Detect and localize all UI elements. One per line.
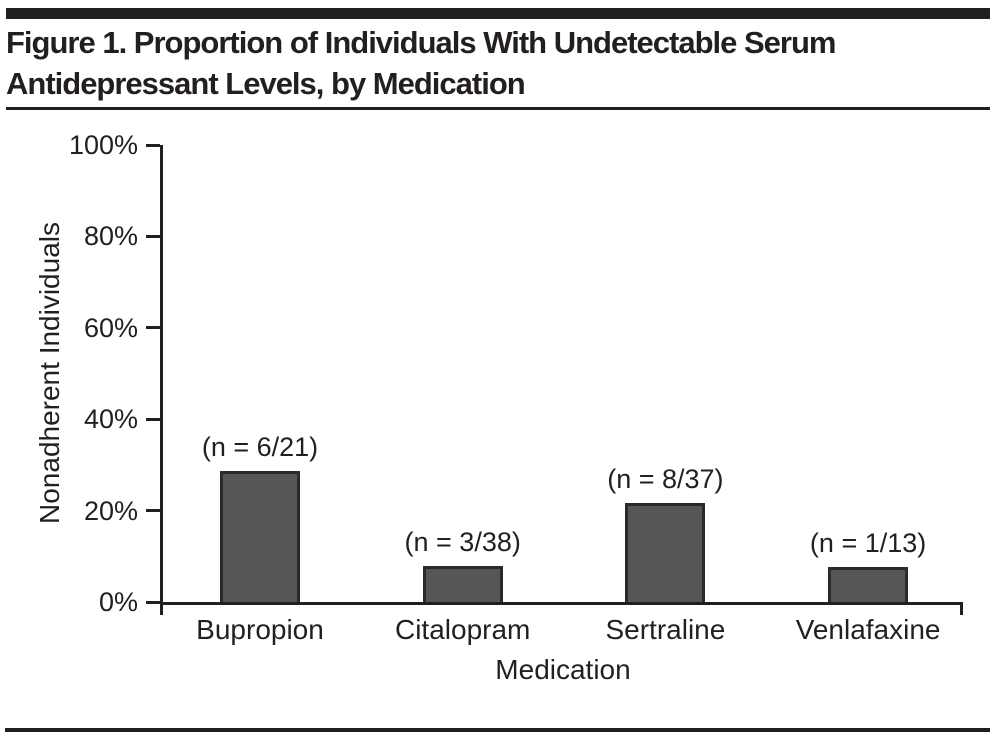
x-axis-end-tick bbox=[960, 602, 963, 615]
bar-value-label: (n = 6/21) bbox=[201, 432, 319, 463]
y-axis-tick-label: 40% bbox=[83, 404, 138, 435]
figure-title: Figure 1. Proportion of Individuals With… bbox=[6, 22, 994, 104]
y-axis-tick bbox=[146, 326, 160, 330]
bar-sertraline bbox=[625, 503, 706, 602]
bar-venlafaxine bbox=[828, 566, 909, 602]
bar-value-label: (n = 3/38) bbox=[404, 526, 521, 557]
bar-value-label: (n = 8/37) bbox=[607, 464, 724, 495]
plot-area: Medication 0% 20% 40% 60% 80% 100% (n = 6/21) B… bbox=[69, 130, 963, 685]
top-rule bbox=[6, 8, 990, 19]
title-rule bbox=[6, 107, 990, 110]
y-axis-tick bbox=[146, 417, 160, 421]
bar-bupropion bbox=[220, 471, 300, 602]
y-axis-tick bbox=[146, 600, 160, 604]
y-axis-title: Nonadherent Individuals bbox=[34, 222, 65, 524]
figure-title-line-1: Figure 1. Proportion of Individuals With… bbox=[6, 25, 836, 60]
figure-title-line-2: Antidepressant Levels, by Medication bbox=[6, 66, 526, 101]
y-axis-tick bbox=[146, 509, 160, 513]
y-axis-tick-label: 20% bbox=[83, 495, 138, 526]
x-axis-title: Medication bbox=[495, 654, 631, 685]
y-axis-tick bbox=[146, 143, 160, 147]
x-axis-category-label: Venlafaxine bbox=[795, 614, 941, 645]
bar-citalopram bbox=[422, 565, 503, 602]
y-axis-tick-label: 60% bbox=[83, 312, 138, 343]
y-axis-tick-label: 80% bbox=[83, 221, 138, 252]
x-axis-category-label: Bupropion bbox=[196, 614, 324, 645]
x-axis-category-label: Sertraline bbox=[605, 614, 726, 645]
y-axis-tick-label: 0% bbox=[98, 587, 138, 617]
bottom-rule bbox=[5, 728, 990, 732]
y-axis-tick-label: 100% bbox=[68, 130, 138, 160]
x-axis-category-label: Citalopram bbox=[394, 614, 531, 645]
y-axis-overhang bbox=[160, 605, 163, 615]
bar-value-label: (n = 1/13) bbox=[809, 527, 927, 558]
y-axis-tick bbox=[146, 234, 160, 238]
